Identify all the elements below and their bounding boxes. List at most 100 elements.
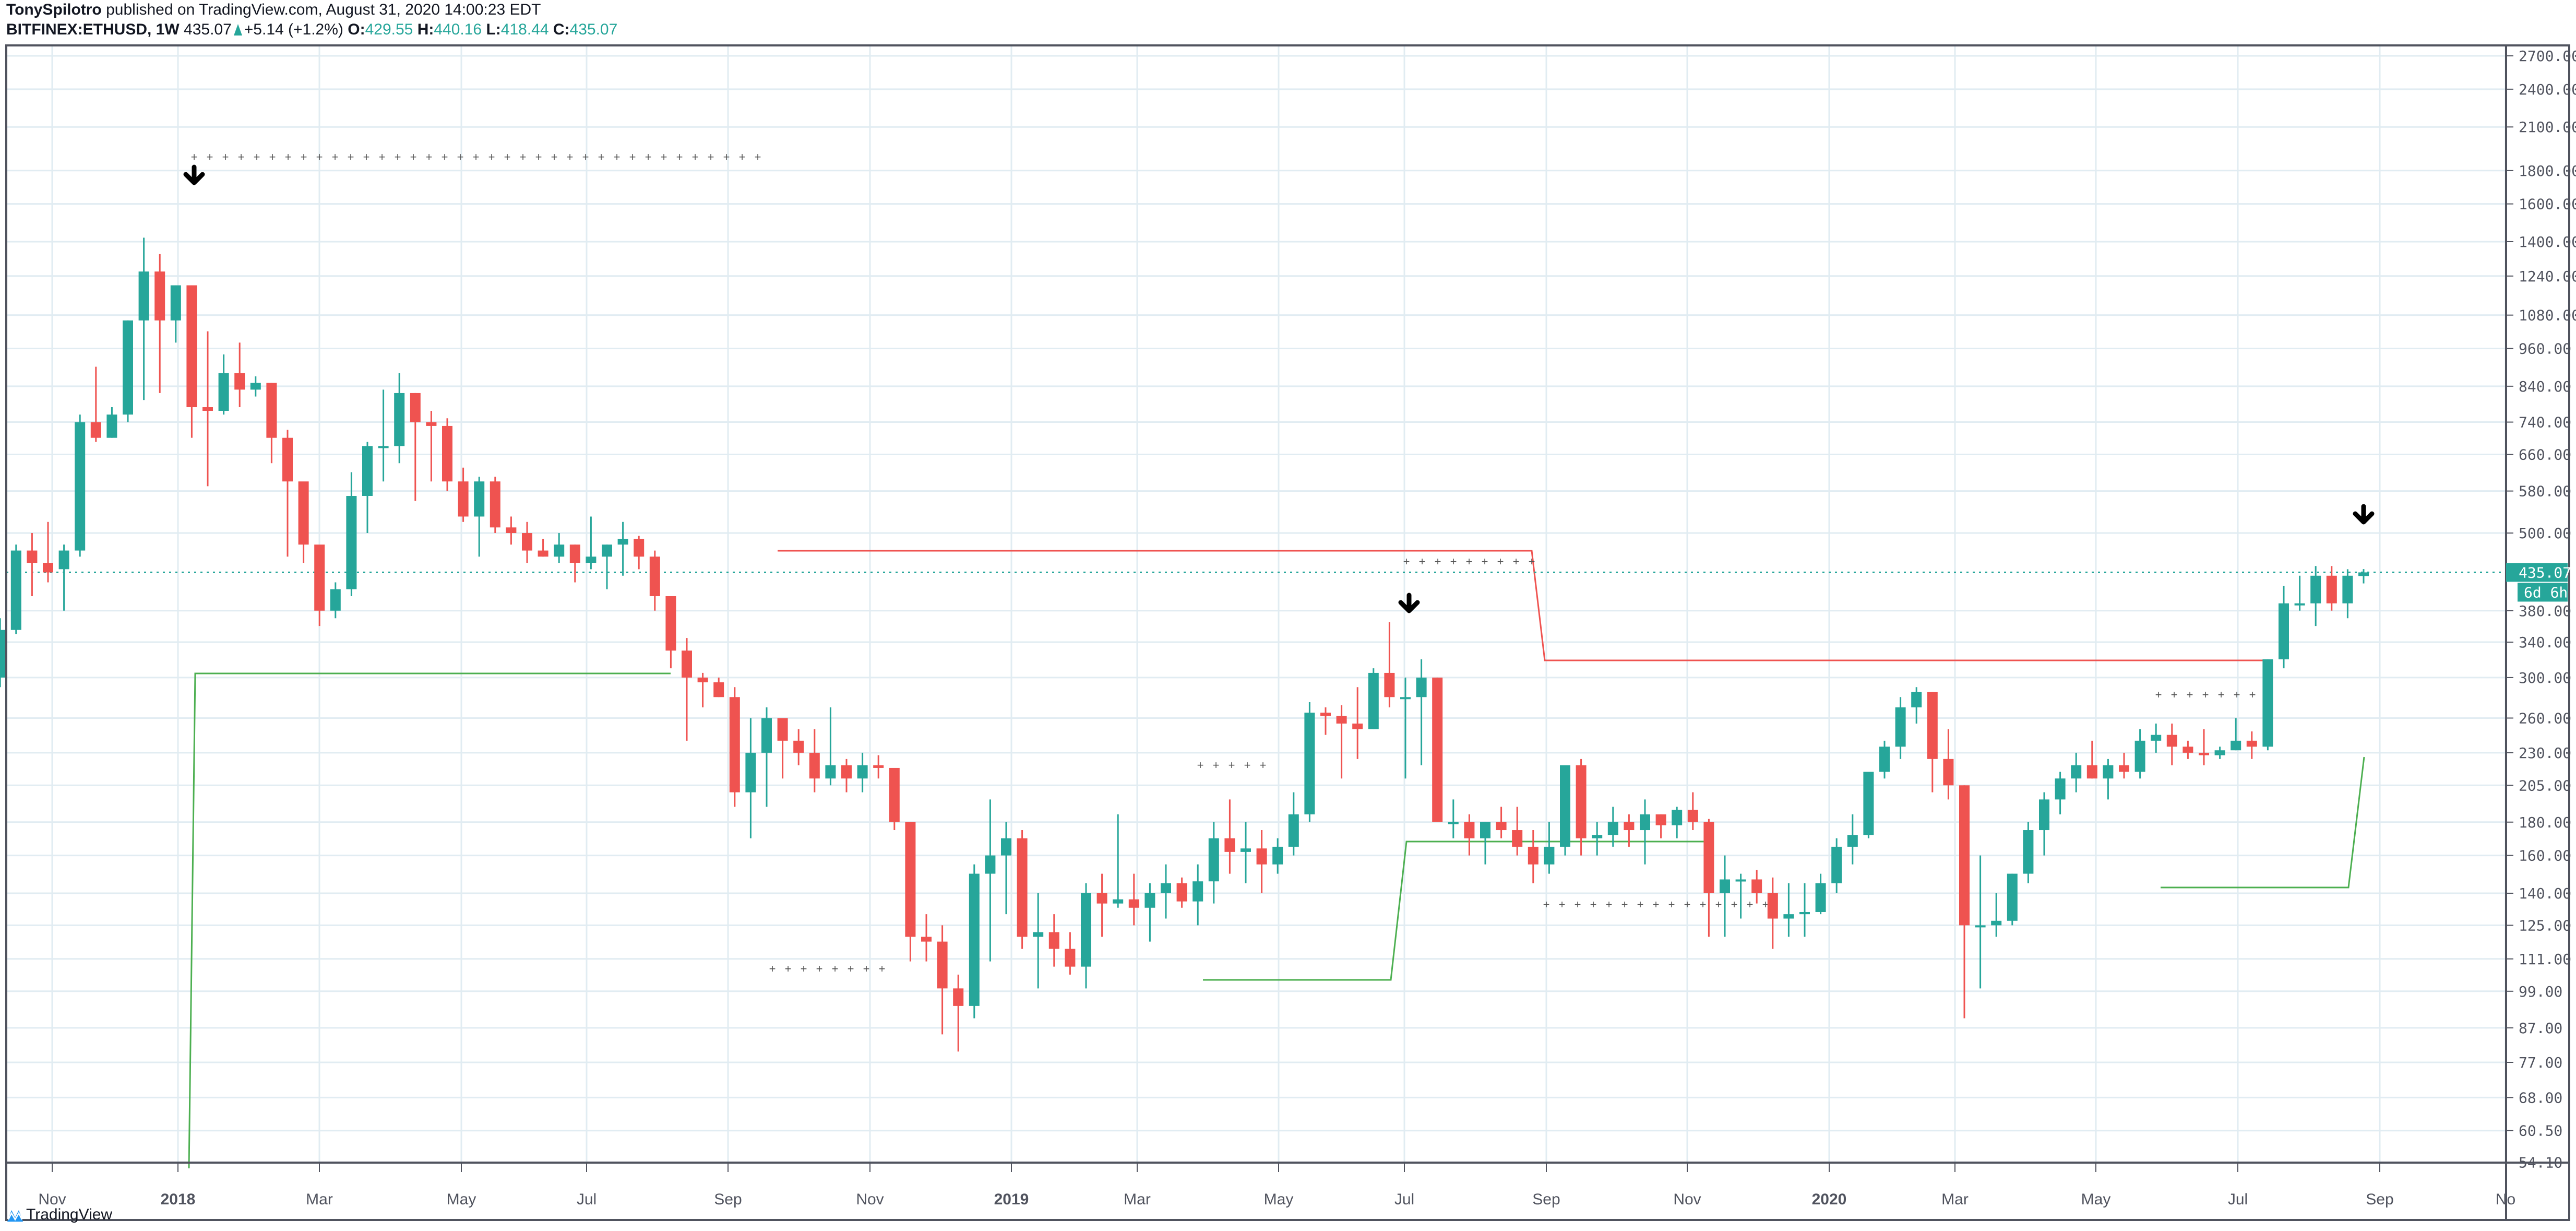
price-tick-label: 111.00 (2519, 951, 2571, 968)
candle (2151, 735, 2162, 741)
time-tick-label: Nov (1673, 1191, 1701, 1208)
time-tick-label: 2020 (1812, 1191, 1847, 1208)
svg-text:+: + (2249, 688, 2256, 701)
svg-text:+: + (551, 150, 558, 163)
price-tick-label: 60.50 (2519, 1122, 2562, 1140)
candle (2103, 765, 2114, 779)
candle (106, 415, 117, 438)
price-axis[interactable]: 2700.00 2400.00 2100.00 1800.00 1600.00 1400.… (2506, 48, 2576, 1171)
svg-text:+: + (332, 150, 339, 163)
svg-text:+: + (238, 150, 245, 163)
svg-text:+: + (1731, 898, 1738, 911)
candle (1991, 920, 2002, 926)
candle (90, 422, 101, 438)
price-tick-label: 125.00 (2519, 917, 2571, 934)
candle (602, 545, 612, 557)
candle (218, 373, 229, 411)
svg-text:+: + (1653, 898, 1660, 911)
time-tick-label: Mar (1124, 1191, 1151, 1208)
candle (586, 557, 597, 563)
time-tick-label: Nov (856, 1191, 884, 1208)
candle (953, 988, 964, 1006)
candle (1081, 893, 1091, 967)
candle (2183, 747, 2193, 753)
price-tick-label: 580.00 (2519, 483, 2571, 500)
candle (889, 767, 900, 822)
candle (1544, 846, 1555, 865)
candle (522, 533, 532, 551)
svg-text:+: + (769, 962, 776, 975)
candle (1703, 822, 1714, 893)
candle (186, 285, 197, 408)
price-change: +5.14 (+1.2%) (244, 21, 343, 38)
candle (43, 563, 53, 573)
candle (2326, 575, 2337, 603)
svg-text:+: + (785, 962, 792, 975)
candle (921, 937, 932, 942)
candle (250, 383, 261, 390)
last-price: 435.07 (184, 21, 232, 38)
candle (1128, 899, 1139, 908)
candle (1560, 765, 1570, 847)
candle (1687, 810, 1698, 822)
time-tick-label: Jul (2228, 1191, 2248, 1208)
candle (234, 373, 245, 390)
candle (1528, 846, 1539, 865)
publish-info: TonySpilotro published on TradingView.co… (6, 1, 541, 19)
time-axis[interactable]: Nov 2018 Mar May Jul Sep Nov 2019 Mar May Jul Sep No… (38, 1163, 2515, 1208)
candle (1720, 879, 1730, 893)
arrow-markers (183, 164, 2375, 613)
candle (490, 481, 500, 528)
svg-text:+: + (848, 962, 854, 975)
candle (1448, 822, 1459, 824)
svg-text:+: + (1260, 759, 1267, 772)
candle (394, 393, 405, 446)
svg-text:+: + (301, 150, 307, 163)
price-tick-label: 1800.00 (2519, 162, 2576, 180)
candle (0, 630, 6, 678)
price-tick-label: 960.00 (2519, 340, 2571, 357)
price-tick-label: 205.00 (2519, 777, 2571, 794)
candle (2039, 799, 2049, 831)
svg-text:+: + (442, 150, 448, 163)
svg-text:+: + (1213, 759, 1220, 772)
candle (170, 285, 181, 321)
candle (554, 545, 565, 557)
candle (1672, 810, 1683, 825)
candle (2119, 765, 2129, 772)
svg-text:+: + (708, 150, 714, 163)
candle (697, 677, 708, 683)
svg-text:+: + (1762, 898, 1769, 911)
svg-text:+: + (1715, 898, 1722, 911)
svg-text:+: + (316, 150, 323, 163)
svg-text:+: + (1606, 898, 1613, 911)
svg-text:+: + (207, 150, 213, 163)
svg-text:+: + (1590, 898, 1597, 911)
tradingview-logo[interactable]: TradingView (6, 1206, 112, 1224)
price-tick-label: 340.00 (2519, 634, 2571, 651)
svg-text:+: + (1529, 555, 1535, 568)
svg-text:+: + (863, 962, 870, 975)
candle (410, 393, 421, 422)
svg-text:+: + (692, 150, 699, 163)
candle (1831, 846, 1842, 883)
candle (1655, 814, 1666, 825)
svg-text:+: + (739, 150, 746, 163)
candle (617, 538, 628, 545)
candle (1144, 893, 1155, 908)
author-name[interactable]: TonySpilotro (6, 1, 102, 18)
candle (202, 407, 213, 411)
candle (1847, 835, 1858, 847)
time-tick-label: Mar (306, 1191, 333, 1208)
time-tick-label: 2019 (994, 1191, 1029, 1208)
svg-text:+: + (645, 150, 652, 163)
candle (314, 545, 325, 611)
candle (2279, 603, 2289, 659)
candle (2214, 750, 2225, 755)
candle (1113, 899, 1124, 904)
candle (506, 527, 517, 534)
svg-text:+: + (1543, 898, 1550, 911)
candle (1001, 838, 1011, 856)
svg-text:+: + (269, 150, 276, 163)
